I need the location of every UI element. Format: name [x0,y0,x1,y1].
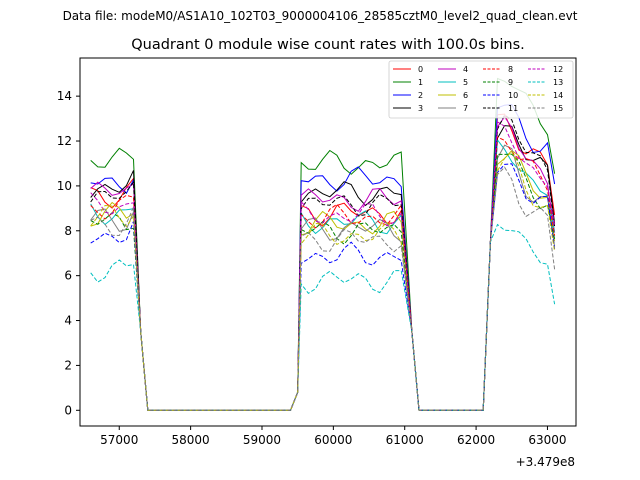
series-line-13 [90,223,556,411]
y-tick-label: 0 [64,403,72,417]
x-axis: 57000 58000 59000 60000 61000 62000 63000 [100,426,567,447]
legend-label-3: 3 [418,104,423,113]
chart-title: Quadrant 0 module wise count rates with … [131,37,525,53]
x-tick-label: 60000 [314,433,352,447]
x-offset-label: +3.479e8 [516,455,575,469]
y-tick-label: 2 [64,358,72,372]
y-tick-label: 6 [64,269,72,283]
x-tick-label: 63000 [528,433,566,447]
x-tick-label: 59000 [243,433,281,447]
legend-label-8: 8 [508,65,513,74]
series-line-15 [90,166,556,411]
legend-label-7: 7 [463,104,468,113]
y-tick-label: 8 [64,224,72,238]
x-tick-label: 61000 [386,433,424,447]
figure-suptitle: Data file: modeM0/AS1A10_102T03_90000041… [63,9,578,23]
legend-label-6: 6 [463,91,468,100]
legend-label-2: 2 [418,91,423,100]
legend-label-9: 9 [508,78,513,87]
plot-frame [79,57,577,427]
legend-label-14: 14 [553,91,563,100]
plot-lines [90,77,556,411]
y-axis: 0 2 4 6 8 10 12 14 [57,89,80,417]
legend-label-12: 12 [553,65,563,74]
legend-label-5: 5 [463,78,468,87]
y-tick-label: 10 [57,179,72,193]
legend-label-15: 15 [553,104,563,113]
legend-label-4: 4 [463,65,468,74]
legend-label-11: 11 [508,104,518,113]
legend-label-13: 13 [553,78,563,87]
x-tick-label: 62000 [457,433,495,447]
series-line-11 [90,114,556,411]
legend-label-1: 1 [418,78,423,87]
legend-label-0: 0 [418,65,423,74]
legend-label-10: 10 [508,91,518,100]
x-tick-label: 57000 [100,433,138,447]
y-tick-label: 4 [64,314,72,328]
y-tick-label: 12 [57,134,72,148]
y-tick-label: 14 [57,89,72,103]
x-tick-label: 58000 [172,433,210,447]
legend-box [388,60,574,119]
